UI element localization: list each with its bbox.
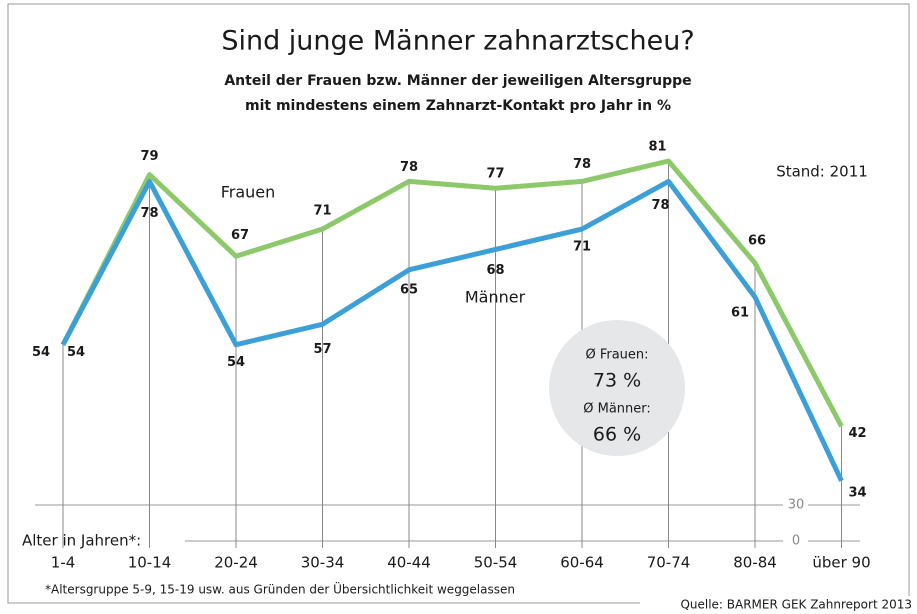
data-label: 61 [731, 306, 749, 321]
data-label: 81 [648, 140, 666, 155]
subtitle: Anteil der Frauen bzw. Männer der jeweil… [224, 73, 691, 89]
legend-label: Männer [465, 288, 526, 307]
data-label: 54 [67, 345, 85, 360]
annotation: Ø Frauen: [585, 348, 648, 363]
data-label: 79 [140, 149, 158, 164]
data-label: 54 [227, 355, 245, 370]
data-label: 78 [140, 206, 158, 221]
data-label: 34 [848, 485, 866, 500]
data-label: 78 [400, 160, 418, 175]
x-tick-label: 20-24 [214, 554, 258, 572]
frame [7, 3, 910, 604]
data-label: 78 [573, 157, 591, 172]
annotation: 66 % [593, 424, 641, 446]
x-tick-label: 60-64 [560, 554, 604, 572]
data-label: 57 [313, 342, 331, 357]
annotation: 73 % [593, 370, 641, 392]
x-tick-label: 70-74 [647, 554, 691, 572]
data-label: 71 [573, 240, 591, 255]
data-label: 65 [400, 282, 418, 297]
footnote: *Altersgruppe 5-9, 15-19 usw. aus Gründe… [45, 581, 515, 597]
data-label: 77 [486, 167, 504, 182]
x-tick-label: 50-54 [474, 554, 518, 572]
average-circle [549, 320, 685, 456]
data-label: 66 [748, 234, 766, 249]
x-tick-label: über 90 [812, 554, 870, 572]
source-bg [640, 596, 917, 610]
series-line [60, 178, 844, 482]
legend-label: Frauen [221, 183, 276, 202]
x-tick-label: 10-14 [128, 554, 172, 572]
series-line [60, 158, 844, 428]
y-tick-label: 0 [792, 534, 800, 549]
data-label: 68 [486, 263, 504, 278]
data-label: 78 [651, 198, 669, 213]
x-tick-label: 30-34 [301, 554, 345, 572]
data-label: 42 [848, 426, 866, 441]
subtitle: mit mindestens einem Zahnarzt-Kontakt pr… [245, 98, 671, 114]
annotation: Ø Männer: [583, 402, 651, 417]
data-label: 71 [313, 204, 331, 219]
x-tick-label: 80-84 [733, 554, 777, 572]
x-tick-label: 40-44 [387, 554, 431, 572]
data-label: 67 [231, 228, 249, 243]
source: Quelle: BARMER GEK Zahnreport 2013 [680, 598, 912, 612]
annotation: Stand: 2011 [776, 163, 868, 181]
x-tick-label: 1-4 [51, 554, 76, 572]
y-tick-label: 30 [788, 498, 805, 513]
chart-title: Sind junge Männer zahnarztscheu? [221, 26, 694, 57]
x-axis-label: Alter in Jahren*: [22, 532, 141, 550]
data-label: 54 [32, 345, 50, 360]
